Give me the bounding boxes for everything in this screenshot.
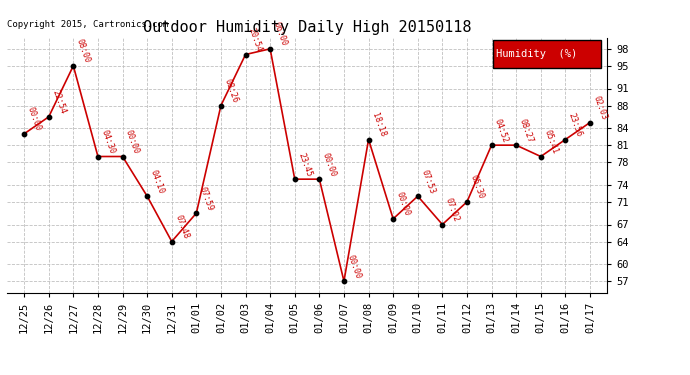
Point: [560, 136, 571, 142]
Point: [68, 63, 79, 69]
Point: [19, 131, 30, 137]
Text: 23:56: 23:56: [566, 111, 584, 138]
Point: [535, 153, 546, 159]
Text: 05:41: 05:41: [542, 129, 559, 155]
Text: 22:54: 22:54: [50, 89, 67, 116]
Text: 06:00: 06:00: [272, 21, 288, 48]
Point: [92, 153, 104, 159]
Point: [412, 193, 423, 199]
Point: [265, 46, 276, 52]
Text: 07:48: 07:48: [173, 213, 190, 240]
FancyBboxPatch shape: [493, 40, 601, 68]
Text: 18:18: 18:18: [370, 111, 387, 138]
Point: [43, 114, 55, 120]
Point: [117, 153, 128, 159]
Point: [486, 142, 497, 148]
Text: 04:10: 04:10: [148, 168, 166, 195]
Text: 23:45: 23:45: [296, 151, 313, 178]
Text: 02:03: 02:03: [591, 94, 609, 121]
Text: 07:02: 07:02: [444, 196, 461, 223]
Text: 00:00: 00:00: [26, 106, 43, 132]
Point: [289, 176, 300, 182]
Point: [141, 193, 152, 199]
Point: [215, 102, 226, 108]
Point: [388, 216, 399, 222]
Text: 07:53: 07:53: [419, 168, 436, 195]
Point: [166, 238, 177, 244]
Text: 08:00: 08:00: [75, 38, 92, 64]
Text: 08:26: 08:26: [222, 78, 239, 104]
Text: 04:30: 04:30: [99, 129, 117, 155]
Point: [462, 199, 473, 205]
Point: [191, 210, 202, 216]
Point: [363, 136, 374, 142]
Point: [338, 278, 349, 284]
Text: 07:59: 07:59: [198, 185, 215, 212]
Text: 00:00: 00:00: [395, 191, 411, 217]
Text: 00:00: 00:00: [321, 151, 337, 178]
Text: 00:00: 00:00: [345, 253, 362, 280]
Text: 05:30: 05:30: [469, 174, 485, 201]
Point: [437, 222, 448, 228]
Text: 20:54: 20:54: [247, 27, 264, 53]
Text: Copyright 2015, Cartronics.com: Copyright 2015, Cartronics.com: [7, 20, 168, 28]
Text: 08:27: 08:27: [518, 117, 535, 144]
Title: Outdoor Humidity Daily High 20150118: Outdoor Humidity Daily High 20150118: [143, 20, 471, 35]
Point: [240, 51, 251, 57]
Text: Humidity  (%): Humidity (%): [496, 49, 578, 59]
Point: [314, 176, 325, 182]
Point: [511, 142, 522, 148]
Text: 04:52: 04:52: [493, 117, 510, 144]
Point: [584, 120, 595, 126]
Text: 00:00: 00:00: [124, 129, 141, 155]
